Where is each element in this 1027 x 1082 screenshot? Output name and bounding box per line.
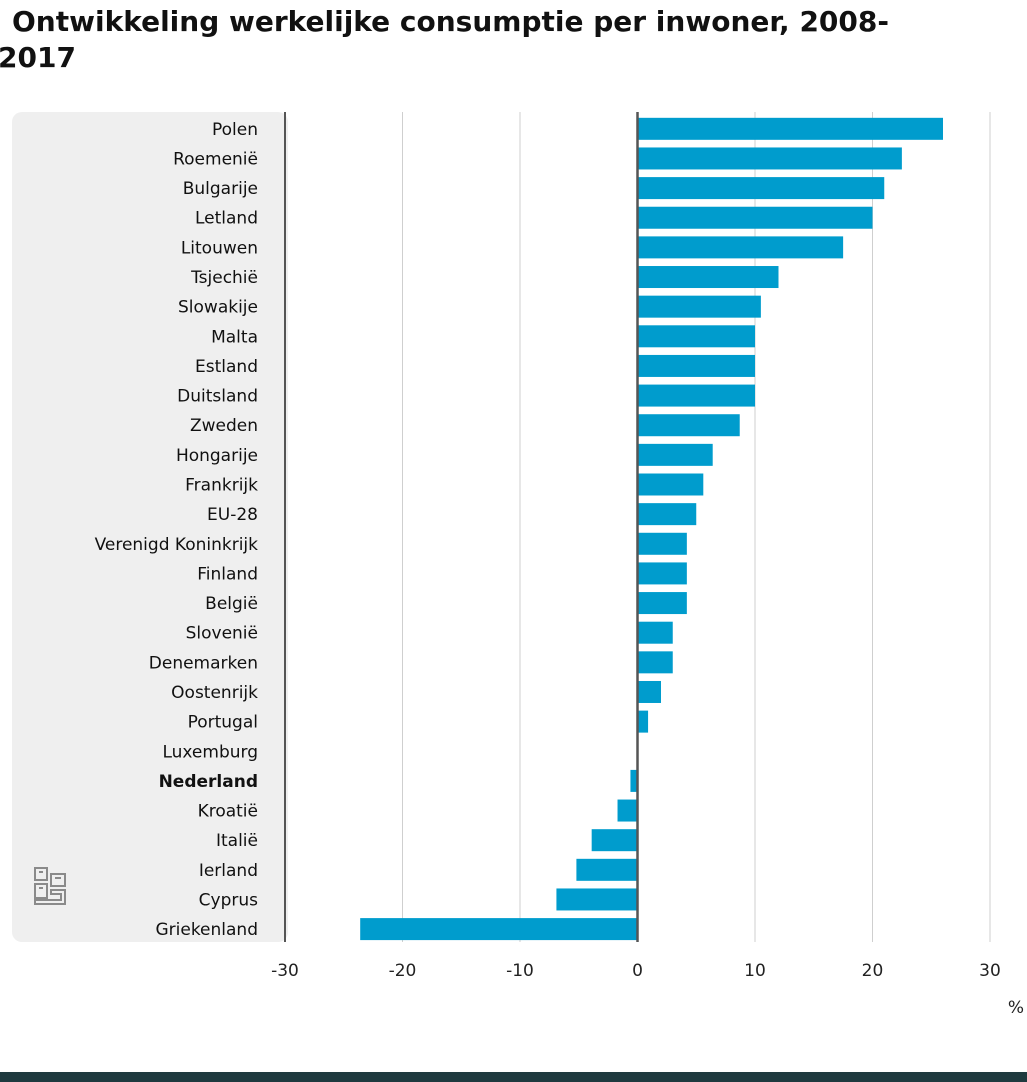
bars (360, 117, 943, 941)
category-label: Italië (216, 831, 258, 851)
category-label: Nederland (159, 772, 258, 792)
bar (637, 325, 755, 348)
bar (637, 680, 661, 703)
bar (637, 473, 704, 496)
bar-chart: Polen Roemenië Bulgarije Letland Litouwen Tsj… (12, 112, 1024, 1018)
bar (637, 710, 649, 733)
bar (637, 266, 779, 289)
category-label: Finland (197, 564, 258, 584)
bar (637, 592, 687, 615)
x-tick-label: -10 (506, 961, 534, 981)
category-label: Letland (195, 209, 258, 229)
bar (576, 858, 638, 881)
bar (637, 562, 687, 585)
chart-title: Ontwikkeling werkelijke consumptie per i… (0, 4, 938, 76)
category-label: Tsjechië (190, 268, 258, 288)
category-label: Duitsland (177, 387, 258, 407)
category-label: Kroatië (198, 802, 258, 822)
category-label: Polen (212, 120, 258, 140)
category-label: België (205, 594, 258, 614)
category-label: Roemenië (173, 149, 258, 169)
category-label: Ierland (199, 861, 258, 881)
bar (637, 621, 673, 644)
category-labels: Polen Roemenië Bulgarije Letland Litouwen Tsj… (95, 120, 259, 940)
x-tick-label: 10 (744, 961, 766, 981)
x-tick-label: 0 (632, 961, 643, 981)
bar (637, 206, 873, 229)
bar (637, 354, 755, 377)
category-label: Cyprus (199, 890, 258, 910)
x-axis-ticks: -30 -20 -10 0 10 20 30 (271, 961, 1001, 981)
category-label: Frankrijk (185, 476, 258, 496)
category-label: Slovenië (186, 624, 258, 644)
bar (360, 918, 638, 941)
cbs-logo-icon (34, 867, 66, 905)
label-panel (12, 112, 288, 942)
bar (637, 443, 713, 466)
chart-title-text: Ontwikkeling werkelijke consumptie per i… (0, 5, 889, 74)
bar (556, 888, 638, 911)
footer-bar (0, 1072, 1027, 1082)
bar (637, 117, 943, 140)
category-label: Litouwen (181, 238, 258, 258)
category-label: Bulgarije (183, 179, 258, 199)
category-label: Hongarije (176, 446, 258, 466)
bar (637, 651, 673, 674)
category-label: Oostenrijk (171, 683, 258, 703)
category-label: Verenigd Koninkrijk (95, 535, 259, 555)
category-label: Slowakije (178, 298, 258, 318)
x-tick-label: -20 (389, 961, 417, 981)
x-tick-label: -30 (271, 961, 299, 981)
category-label: Denemarken (149, 653, 258, 673)
bar (591, 829, 638, 852)
bar (637, 177, 885, 200)
bar (617, 799, 638, 822)
x-tick-label: 20 (862, 961, 884, 981)
category-label: Griekenland (155, 920, 258, 940)
bar (630, 769, 638, 792)
bar (637, 295, 761, 318)
category-label: Zweden (190, 416, 258, 436)
x-tick-label: 30 (979, 961, 1001, 981)
category-label: EU-28 (207, 505, 258, 525)
category-label: Estland (195, 357, 258, 377)
bar (637, 147, 902, 170)
x-axis-unit-label: % (1008, 998, 1024, 1018)
category-label: Malta (211, 327, 258, 347)
category-label: Luxemburg (162, 742, 258, 762)
bar (637, 414, 740, 437)
bar (637, 384, 755, 407)
bar (637, 503, 697, 526)
category-label: Portugal (188, 713, 258, 733)
bar (637, 532, 687, 555)
bar (637, 236, 844, 259)
